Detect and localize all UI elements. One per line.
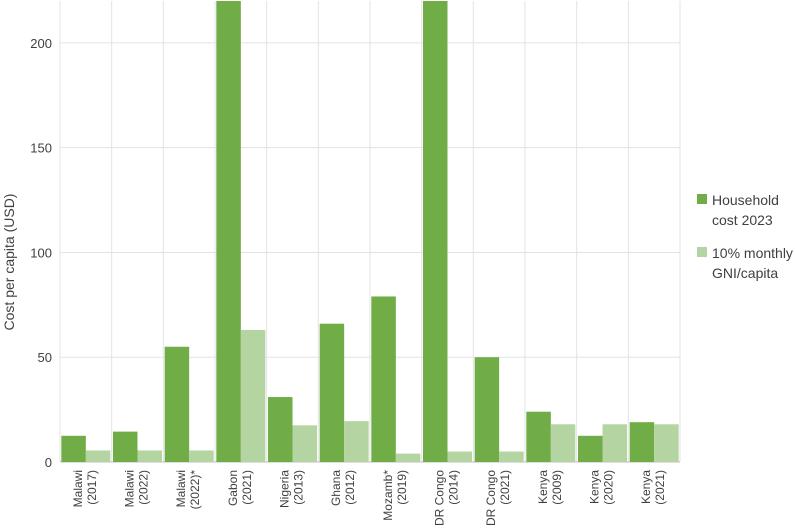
x-category-label: Malawi(2022)* — [174, 470, 202, 510]
bar-gni-share — [447, 451, 472, 462]
x-category-label: Kenya(2020) — [588, 470, 616, 505]
y-axis-label: Cost per capita (USD) — [1, 194, 17, 331]
bar-household-cost — [629, 422, 655, 462]
y-tick-label: 0 — [45, 455, 52, 470]
bar-gni-share — [602, 424, 627, 462]
legend-swatch — [697, 194, 707, 204]
x-category-label: Mozamb*(2019) — [381, 470, 409, 521]
bar-gni-share — [654, 424, 679, 462]
y-tick-label: 50 — [38, 350, 52, 365]
bar-gni-share — [344, 421, 369, 462]
x-category-label: Malawi(2017) — [71, 470, 99, 507]
x-category-label: Ghana(2012) — [329, 470, 357, 506]
gridlines — [59, 1, 681, 463]
legend-label: Household cost 2023 — [712, 192, 779, 228]
bar-household-cost — [113, 431, 138, 462]
bar-household-cost — [216, 1, 241, 462]
x-category-label: DR Congo(2021) — [484, 470, 512, 526]
x-category-label: Kenya(2021) — [639, 470, 667, 505]
bar-gni-share — [292, 425, 317, 462]
bar-household-cost — [61, 435, 86, 462]
legend: Household cost 2023 10% monthly GNI/capita — [697, 192, 793, 281]
x-category-labels: Malawi(2017) Malawi(2022) Malawi(2022)* Gab… — [71, 470, 667, 526]
x-category-label: Malawi(2022) — [123, 470, 151, 507]
bars — [61, 1, 679, 462]
bar-gni-share — [189, 450, 214, 462]
x-category-label: DR Congo(2014) — [433, 470, 461, 526]
bar-gni-share — [499, 451, 524, 462]
x-category-label: Kenya(2009) — [536, 470, 564, 505]
x-category-label: Gabon(2021) — [226, 470, 254, 506]
bar-gni-share — [550, 424, 576, 462]
bar-household-cost — [526, 411, 551, 462]
bar-household-cost — [268, 397, 293, 462]
bar-household-cost — [164, 346, 190, 462]
bar-gni-share — [85, 450, 111, 462]
bar-gni-share — [395, 453, 421, 462]
bar-household-cost — [371, 296, 396, 462]
bar-household-cost — [423, 1, 448, 462]
y-tick-label: 100 — [30, 245, 52, 260]
bar-household-cost — [474, 357, 500, 462]
legend-label: 10% monthly GNI/capita — [712, 245, 793, 281]
bar-gni-share — [240, 329, 266, 462]
y-tick-labels: 0 50 100 150 200 — [30, 36, 52, 470]
legend-swatch — [697, 247, 707, 257]
y-tick-label: 200 — [30, 36, 52, 51]
bar-household-cost — [319, 323, 345, 462]
bar-gni-share — [137, 450, 162, 462]
y-tick-label: 150 — [30, 141, 52, 156]
bar-household-cost — [578, 435, 603, 462]
x-category-label: Nigeria(2013) — [278, 470, 306, 508]
